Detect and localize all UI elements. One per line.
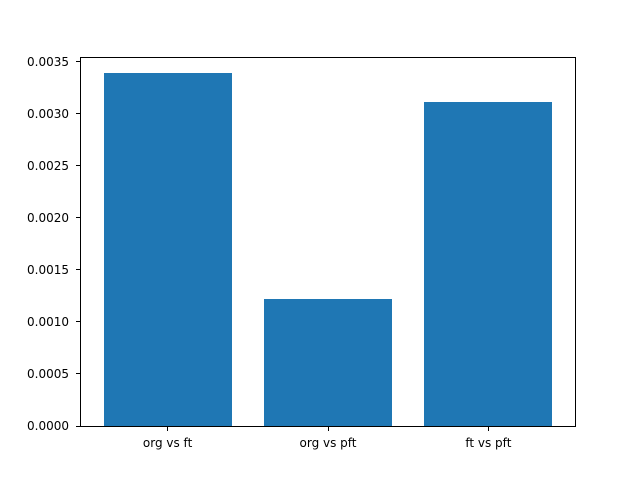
bar-org-vs-pft bbox=[263, 299, 393, 426]
plot-area bbox=[80, 57, 576, 427]
y-tick-label: 0.0025 bbox=[27, 158, 69, 173]
y-tick-mark bbox=[76, 113, 80, 115]
x-tick-label: org vs pft bbox=[299, 436, 357, 450]
y-tick-mark bbox=[76, 217, 80, 219]
y-tick-label: 0.0020 bbox=[27, 210, 69, 225]
y-tick-mark bbox=[76, 61, 80, 63]
y-tick-mark bbox=[76, 321, 80, 323]
y-tick-label: 0.0000 bbox=[27, 419, 69, 433]
bar-ft-vs-pft bbox=[424, 102, 553, 426]
y-tick-label: 0.0010 bbox=[27, 314, 69, 329]
x-tick-label: org vs ft bbox=[142, 436, 193, 450]
x-tick-mark bbox=[327, 427, 329, 431]
y-tick-mark bbox=[76, 373, 80, 375]
y-tick-mark bbox=[76, 165, 80, 167]
y-tick-label: 0.0005 bbox=[27, 366, 69, 381]
y-tick-mark bbox=[76, 269, 80, 271]
x-tick-mark bbox=[167, 427, 169, 431]
y-tick-label: 0.0015 bbox=[27, 262, 69, 277]
y-tick-label: 0.0035 bbox=[27, 54, 69, 69]
x-tick-label: ft vs pft bbox=[465, 436, 512, 450]
y-tick-mark bbox=[76, 425, 80, 427]
bar-org-vs-ft bbox=[103, 73, 232, 426]
x-tick-mark bbox=[487, 427, 489, 431]
y-tick-label: 0.0030 bbox=[27, 106, 69, 121]
